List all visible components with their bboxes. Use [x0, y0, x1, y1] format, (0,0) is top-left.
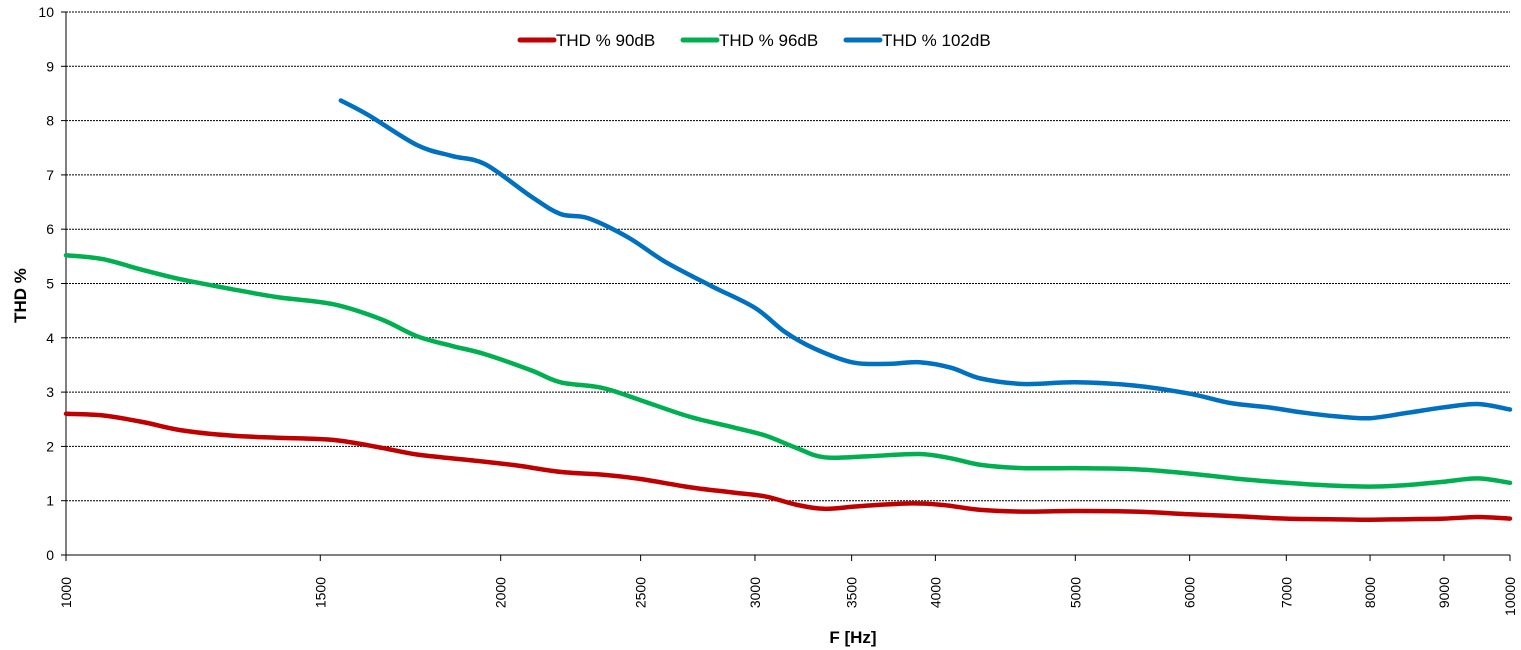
series-line-1	[63, 411, 1513, 522]
x-tick-label: 9000	[1436, 577, 1452, 608]
legend-label-2: THD % 96dB	[719, 31, 818, 50]
x-tick-label: 2000	[493, 577, 509, 608]
y-tick-label: 4	[46, 330, 54, 346]
y-tick-label: 5	[46, 276, 54, 292]
x-tick-label: 1000	[58, 577, 74, 608]
series-line-3	[338, 98, 1513, 421]
legend-label-3: THD % 102dB	[882, 31, 991, 50]
x-tick-label: 6000	[1182, 577, 1198, 608]
y-tick-label: 7	[46, 167, 54, 183]
x-tick-label: 7000	[1278, 577, 1294, 608]
x-tick-label: 1500	[312, 577, 328, 608]
y-tick-label: 1	[46, 493, 54, 509]
x-tick-label: 3500	[844, 577, 860, 608]
x-tick-label: 5000	[1067, 577, 1083, 608]
x-tick-label: 10000	[1502, 577, 1518, 616]
x-tick-label: 8000	[1362, 577, 1378, 608]
y-tick-label: 6	[46, 221, 54, 237]
series-lines	[63, 98, 1513, 522]
x-tick-label: 2500	[633, 577, 649, 608]
gridlines	[61, 11, 1510, 556]
y-tick-label: 10	[38, 4, 54, 20]
x-tick-label: 3000	[747, 577, 763, 608]
y-axis-title: THD %	[11, 268, 30, 323]
legend-label-1: THD % 90dB	[556, 31, 655, 50]
x-tick-labels: 1000 1500 2000 2500 3000 3500 4000 5000 6000 7000…	[58, 555, 1518, 616]
y-tick-label: 0	[46, 547, 54, 563]
axes	[65, 12, 1510, 556]
legend: THD % 90dB THD % 96dB THD % 102dB	[517, 31, 991, 50]
y-tick-labels: 0 1 2 3 4 5 6 7 8 9 10	[38, 4, 54, 563]
y-tick-label: 9	[46, 58, 54, 74]
x-axis-title: F [Hz]	[829, 628, 876, 647]
y-tick-label: 2	[46, 438, 54, 454]
y-tick-label: 3	[46, 384, 54, 400]
series-line-2	[63, 253, 1513, 489]
x-tick-label: 4000	[927, 577, 943, 608]
y-tick-label: 8	[46, 113, 54, 129]
